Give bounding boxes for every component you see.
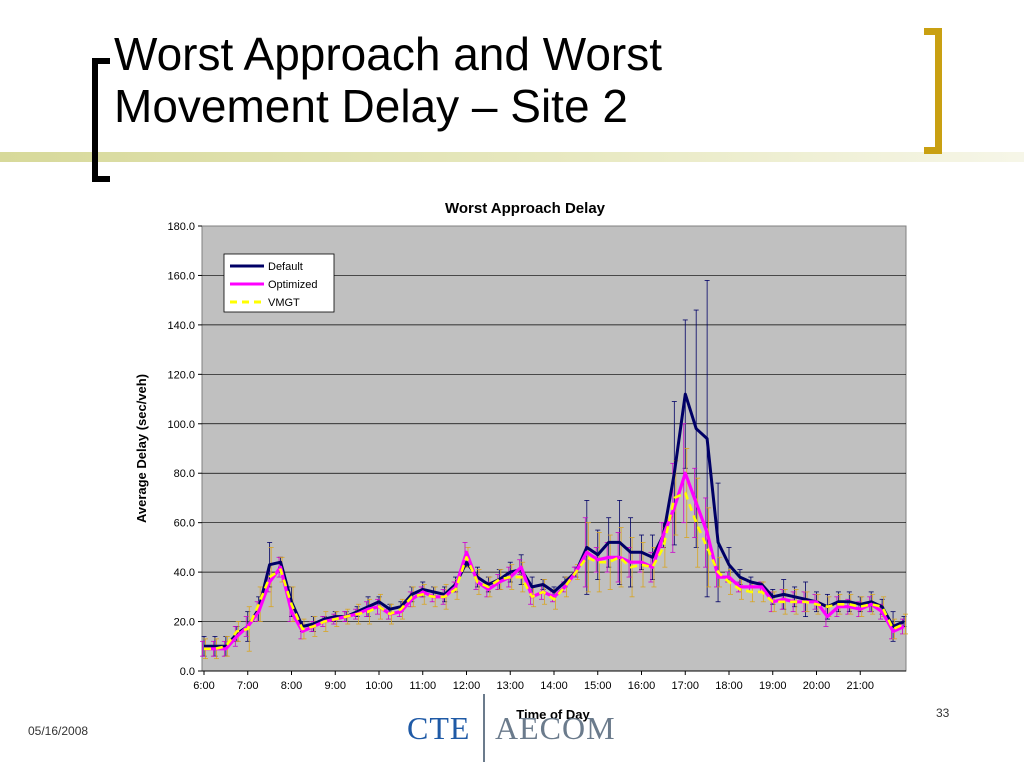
company-logo: CTE AECOM [405,692,625,762]
legend-label-optimized: Optimized [268,279,318,291]
x-tick-label: 21:00 [846,680,874,692]
footer-date: 05/16/2008 [28,724,89,738]
y-tick-label: 40.0 [174,567,195,579]
x-tick-label: 13:00 [496,680,524,692]
left-bracket-decoration [92,58,110,182]
title-accent-bar [0,152,1024,162]
x-tick-label: 17:00 [671,680,699,692]
logo-aecom-text: AECOM [495,710,616,746]
x-tick-label: 11:00 [409,680,436,692]
x-tick-label: 6:00 [193,680,214,692]
y-tick-label: 120.0 [167,369,195,381]
worst-approach-delay-chart: Worst Approach Delay Time of Day Average… [120,190,920,730]
y-tick-label: 140.0 [167,320,195,332]
y-tick-label: 20.0 [174,617,195,629]
y-tick-label: 100.0 [167,419,195,431]
x-tick-label: 7:00 [237,680,258,692]
x-axis-label: Time of Day [516,707,590,722]
x-tick-label: 20:00 [803,680,831,692]
y-tick-label: 80.0 [174,468,195,480]
y-axis-label: Average Delay (sec/veh) [134,374,149,523]
legend-label-vmgt: VMGT [268,297,300,309]
x-tick-label: 12:00 [453,680,481,692]
series-line-default [204,392,905,648]
x-tick-label: 9:00 [325,680,346,692]
slide-title: Worst Approach and Worst Movement Delay … [114,28,663,132]
x-tick-label: 16:00 [628,680,656,692]
x-tick-label: 15:00 [584,680,612,692]
x-tick-label: 18:00 [715,680,743,692]
logo-divider [483,694,485,762]
y-tick-label: 60.0 [174,518,195,530]
page-number: 33 [936,706,950,720]
series-line-vmgt [204,491,905,651]
legend-label-default: Default [268,261,303,273]
right-bracket-decoration [924,28,942,154]
y-tick-label: 180.0 [167,221,195,233]
chart-title: Worst Approach Delay [445,200,606,217]
y-tick-label: 160.0 [167,270,195,282]
y-tick-label: 0.0 [180,666,195,678]
x-tick-label: 14:00 [540,680,568,692]
x-tick-label: 19:00 [759,680,787,692]
x-tick-label: 8:00 [281,680,302,692]
x-tick-label: 10:00 [365,680,393,692]
logo-cte-text: CTE [407,710,471,746]
